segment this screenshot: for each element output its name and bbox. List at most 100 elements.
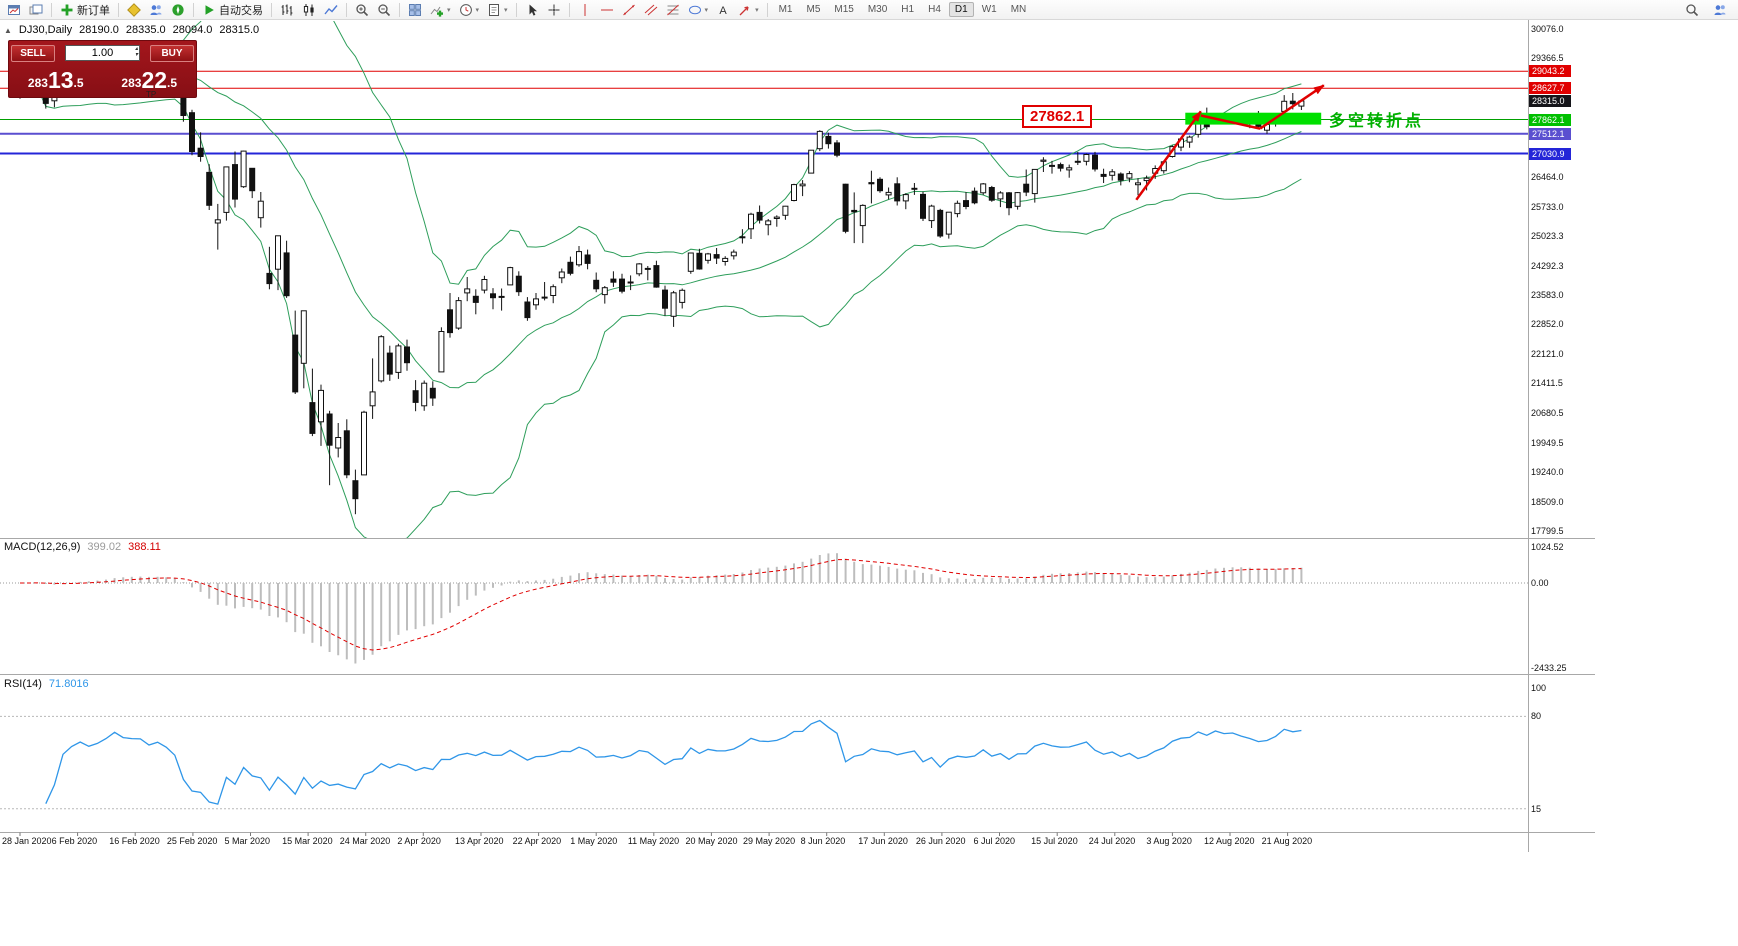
date-axis-label[interactable]: 11 May 2020 xyxy=(627,836,680,846)
candle xyxy=(859,204,866,227)
date-axis-label[interactable]: 13 Apr 2020 xyxy=(454,836,504,846)
date-axis-label[interactable]: 16 Feb 2020 xyxy=(109,836,160,846)
indicators-button[interactable]: ▾ xyxy=(426,1,455,18)
date-axis-label[interactable]: 1 May 2020 xyxy=(570,836,618,846)
date-axis-label[interactable]: 12 Aug 2020 xyxy=(1204,836,1255,846)
candle xyxy=(455,300,462,329)
shapes-button[interactable]: ▾ xyxy=(684,1,713,18)
templates-button[interactable]: ▾ xyxy=(483,1,512,18)
timeframe-d1[interactable]: D1 xyxy=(948,2,974,17)
trendline-button[interactable] xyxy=(618,1,640,18)
autotrading-button[interactable]: 自动交易 xyxy=(198,1,267,18)
chevron-down-icon: ▾ xyxy=(447,6,451,14)
buy-button[interactable]: BUY xyxy=(150,44,194,62)
timeframe-w1[interactable]: W1 xyxy=(981,4,997,15)
date-axis-label[interactable]: 26 Jun 2020 xyxy=(915,836,966,846)
support-zone[interactable] xyxy=(1185,112,1322,125)
price-scale-label[interactable]: 23583.0 xyxy=(1531,289,1564,300)
timeframe-m1[interactable]: M1 xyxy=(778,4,793,15)
timeframe-mn[interactable]: MN xyxy=(1010,4,1027,15)
community-button[interactable] xyxy=(1709,1,1731,18)
crosshair-button[interactable] xyxy=(543,1,565,18)
candlestick-chart-button[interactable] xyxy=(298,1,320,18)
date-axis-label[interactable]: 6 Feb 2020 xyxy=(51,836,98,846)
price-scale-label[interactable]: 25023.3 xyxy=(1531,230,1564,241)
date-axis-label[interactable]: 20 May 2020 xyxy=(685,836,738,846)
date-axis-label[interactable]: 2 Apr 2020 xyxy=(397,836,441,846)
tile-windows-button[interactable] xyxy=(404,1,426,18)
price-scale-label[interactable]: 21411.5 xyxy=(1531,378,1563,389)
price-scale-label[interactable]: 19949.5 xyxy=(1531,438,1564,449)
date-axis-label[interactable]: 25 Feb 2020 xyxy=(166,836,218,846)
navigator-button[interactable] xyxy=(167,1,189,18)
volume-input[interactable]: 1.00 ▴ ▾ xyxy=(65,45,140,61)
date-axis-label[interactable]: 28 Jan 2020 xyxy=(2,836,52,846)
candle xyxy=(593,279,600,290)
periods-button[interactable]: ▾ xyxy=(455,1,484,18)
fibonacci-button[interactable] xyxy=(662,1,684,18)
timeframe-h1[interactable]: H1 xyxy=(901,4,915,15)
price-scale-label[interactable]: 25733.0 xyxy=(1531,201,1564,212)
new-chart-button[interactable] xyxy=(3,1,25,18)
date-axis-label[interactable]: 29 May 2020 xyxy=(743,836,796,846)
candle xyxy=(705,253,711,261)
new-order-button[interactable]: 新订单 xyxy=(56,1,114,18)
chart-profiles-button[interactable] xyxy=(25,1,47,18)
market-watch-button[interactable] xyxy=(123,1,145,18)
price-scale-label[interactable]: 24292.3 xyxy=(1531,260,1564,271)
timeframe-m15[interactable]: M15 xyxy=(834,4,854,15)
price-scale-label[interactable]: 22852.0 xyxy=(1531,319,1564,330)
candle xyxy=(687,252,694,272)
price-scale-label[interactable]: 30076.0 xyxy=(1531,24,1564,34)
date-axis-label[interactable]: 15 Jul 2020 xyxy=(1031,836,1078,846)
price-scale-label[interactable]: 17799.5 xyxy=(1531,526,1564,536)
rsi-value: 71.8016 xyxy=(48,678,89,690)
price-scale-label[interactable]: 20680.5 xyxy=(1531,408,1564,419)
candle xyxy=(438,331,445,373)
bar-chart-button[interactable] xyxy=(276,1,298,18)
date-axis-label[interactable]: 24 Jul 2020 xyxy=(1088,836,1136,846)
timeframe-h4[interactable]: H4 xyxy=(928,4,941,15)
date-axis-label[interactable]: 17 Jun 2020 xyxy=(858,836,908,846)
volume-value: 1.00 xyxy=(91,47,114,59)
sell-button[interactable]: SELL xyxy=(11,44,55,62)
date-axis-label[interactable]: 5 Mar 2020 xyxy=(224,836,270,846)
date-axis-label[interactable]: 21 Aug 2020 xyxy=(1261,836,1313,846)
price-tag: 28315.0 xyxy=(1529,95,1571,107)
price-scale-label[interactable]: 18509.0 xyxy=(1531,496,1564,507)
date-axis-label[interactable]: 8 Jun 2020 xyxy=(800,836,846,846)
stepper-down-icon[interactable]: ▾ xyxy=(134,52,138,58)
zoom-out-button[interactable] xyxy=(373,1,395,18)
price-scale-label[interactable]: 26464.0 xyxy=(1531,171,1564,182)
line-chart-button[interactable] xyxy=(320,1,342,18)
search-button[interactable] xyxy=(1681,1,1703,18)
text-button[interactable]: A xyxy=(712,1,734,18)
vertical-line-button[interactable] xyxy=(574,1,596,18)
date-axis-label[interactable]: 24 Mar 2020 xyxy=(339,836,391,846)
timeframe-m30[interactable]: M30 xyxy=(867,4,888,15)
date-axis-label[interactable]: 3 Aug 2020 xyxy=(1146,836,1192,846)
data-window-button[interactable] xyxy=(145,1,167,18)
macd-layer xyxy=(0,553,1528,664)
date-axis-label[interactable]: 6 Jul 2020 xyxy=(973,836,1016,846)
candle xyxy=(1092,154,1098,170)
timeframe-m5[interactable]: M5 xyxy=(806,4,821,15)
candle xyxy=(343,430,350,476)
price-callout[interactable]: 27862.1 xyxy=(1022,105,1093,128)
channel-button[interactable] xyxy=(640,1,662,18)
arrows-button[interactable]: ▾ xyxy=(734,1,763,18)
price-scale-label[interactable]: 19240.0 xyxy=(1531,467,1564,478)
buy-price-big: 22 xyxy=(141,67,168,93)
price-scale-label[interactable]: 29366.5 xyxy=(1531,53,1564,63)
zoom-in-button[interactable] xyxy=(351,1,373,18)
stepper-up-icon[interactable]: ▴ xyxy=(134,46,138,52)
date-axis-label[interactable]: 22 Apr 2020 xyxy=(512,836,562,846)
cursor-button[interactable] xyxy=(521,1,543,18)
volume-steppers[interactable]: ▴ ▾ xyxy=(135,46,138,58)
date-axis-label[interactable]: 15 Mar 2020 xyxy=(282,836,333,846)
candle xyxy=(524,301,531,319)
horizontal-line-button[interactable] xyxy=(596,1,618,18)
panel-collapse-arrow[interactable]: ▲ xyxy=(4,25,12,35)
price-scale-label[interactable]: 22121.0 xyxy=(1531,349,1564,360)
